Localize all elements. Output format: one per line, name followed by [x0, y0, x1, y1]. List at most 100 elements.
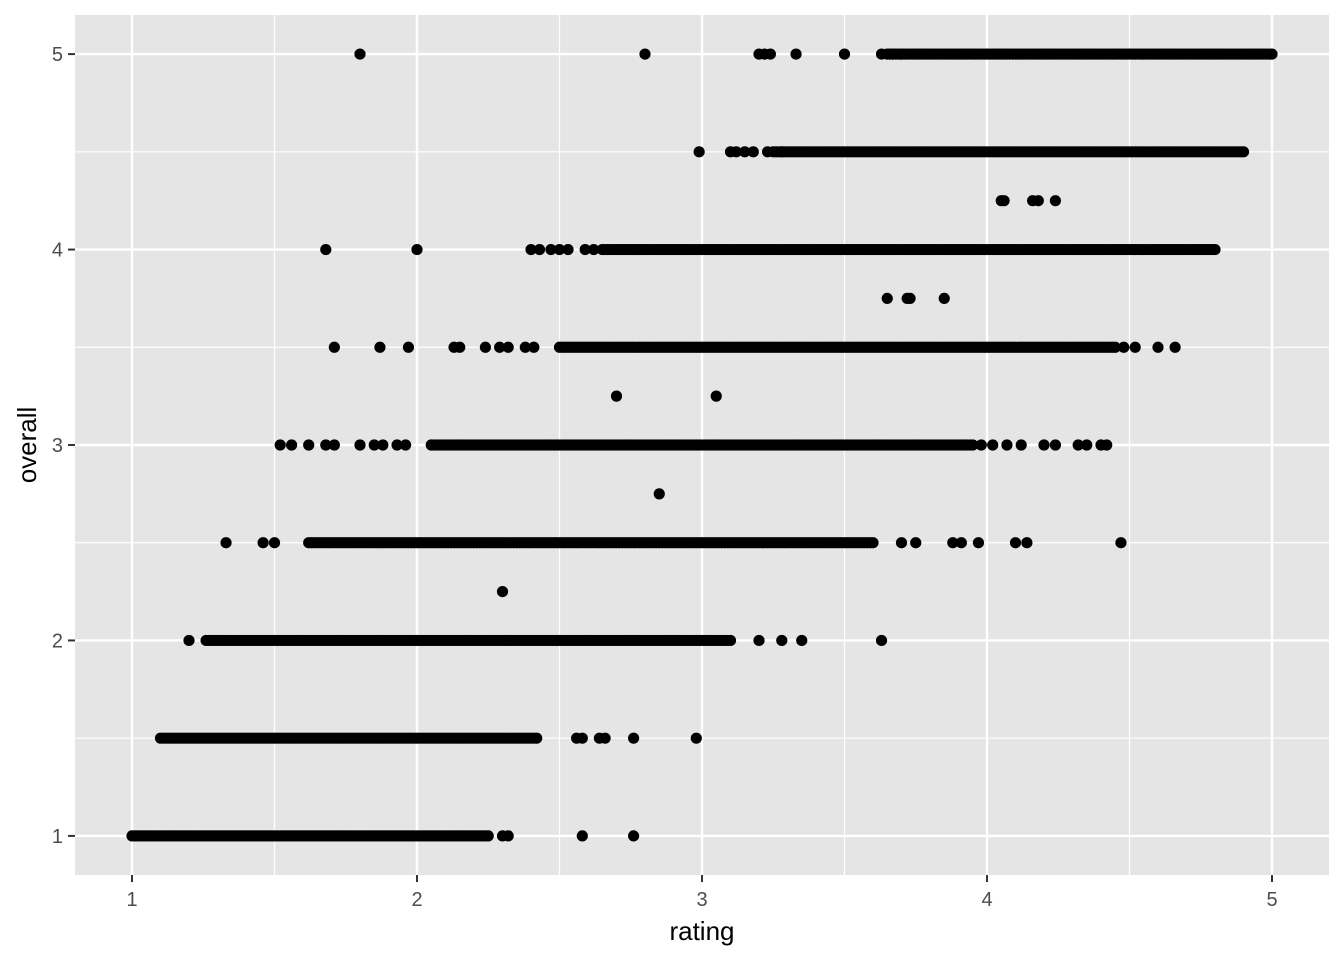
- data-point: [955, 537, 967, 549]
- x-tick-label: 4: [981, 889, 992, 911]
- y-tick-label: 3: [52, 435, 63, 457]
- data-point: [975, 439, 987, 451]
- data-point: [653, 488, 665, 500]
- data-point: [400, 439, 412, 451]
- data-point: [881, 292, 893, 305]
- x-tick-label: 1: [126, 889, 137, 911]
- y-tick-label: 5: [52, 44, 63, 66]
- data-point: [494, 341, 506, 353]
- data-point: [320, 243, 332, 256]
- data-point: [1237, 146, 1250, 158]
- data-point: [776, 634, 788, 647]
- data-point: [610, 390, 623, 402]
- data-point: [1081, 439, 1093, 451]
- data-point: [268, 537, 281, 549]
- data-point: [1209, 243, 1221, 256]
- data-point: [710, 390, 722, 402]
- data-point: [502, 341, 514, 353]
- data-point: [895, 48, 908, 60]
- data-point: [690, 732, 702, 744]
- data-point: [764, 48, 777, 60]
- data-point: [402, 341, 415, 353]
- data-point: [747, 146, 759, 158]
- data-point: [576, 830, 588, 842]
- data-point: [739, 146, 751, 158]
- data-point: [502, 830, 514, 842]
- data-point: [998, 195, 1010, 207]
- data-point: [257, 537, 269, 549]
- x-tick-label: 3: [696, 889, 707, 911]
- data-point: [1115, 537, 1127, 549]
- data-point: [533, 243, 546, 256]
- y-tick-label: 4: [52, 240, 63, 262]
- data-point: [599, 732, 611, 744]
- data-point: [867, 537, 879, 549]
- data-point: [1001, 439, 1013, 451]
- data-point: [910, 537, 922, 549]
- x-tick-label: 5: [1266, 889, 1277, 911]
- data-point: [904, 292, 916, 305]
- y-axis: 1 2 3 4 5: [52, 44, 75, 848]
- data-point: [391, 439, 403, 451]
- data-point: [576, 732, 588, 744]
- data-point: [1015, 439, 1027, 451]
- data-point: [354, 48, 366, 60]
- x-axis: 1 2 3 4 5: [126, 875, 1278, 911]
- data-point: [875, 48, 888, 60]
- data-point: [579, 243, 591, 256]
- data-point: [1266, 48, 1278, 60]
- data-point: [328, 439, 340, 451]
- data-point: [479, 341, 491, 353]
- data-point: [328, 341, 340, 353]
- data-point: [553, 243, 566, 256]
- data-point: [320, 439, 332, 451]
- y-tick-label: 1: [52, 826, 63, 848]
- data-point: [411, 243, 423, 256]
- y-tick-label: 2: [52, 630, 63, 652]
- data-point: [519, 341, 531, 353]
- data-point: [1109, 341, 1121, 353]
- data-point: [987, 439, 999, 451]
- data-point: [628, 830, 640, 842]
- data-point: [730, 146, 742, 158]
- data-point: [895, 537, 908, 549]
- data-point: [693, 146, 705, 158]
- data-point: [938, 292, 950, 305]
- data-point: [887, 48, 899, 60]
- data-point: [482, 830, 494, 842]
- data-point: [1049, 195, 1061, 207]
- data-point: [303, 439, 315, 451]
- data-point: [972, 537, 985, 549]
- data-point: [496, 585, 509, 598]
- data-point: [628, 732, 640, 744]
- data-point: [967, 439, 979, 451]
- data-point: [528, 341, 540, 353]
- data-point: [183, 634, 195, 647]
- data-point: [1038, 439, 1050, 451]
- x-axis-title: rating: [669, 916, 734, 946]
- data-point: [588, 243, 600, 256]
- data-point: [545, 243, 557, 256]
- data-point: [220, 537, 232, 549]
- data-point: [274, 439, 286, 451]
- data-point: [374, 341, 386, 353]
- data-point: [1129, 341, 1141, 353]
- data-point: [1169, 341, 1181, 353]
- data-point: [1009, 537, 1022, 549]
- data-point: [562, 243, 574, 256]
- data-point: [1101, 439, 1113, 451]
- data-point: [1118, 341, 1130, 353]
- data-point: [724, 634, 737, 647]
- data-point: [1072, 439, 1084, 451]
- data-point: [1049, 439, 1061, 451]
- data-point: [354, 439, 366, 451]
- data-point: [838, 48, 851, 60]
- data-point: [1021, 537, 1033, 549]
- data-point: [525, 243, 537, 256]
- data-point: [947, 537, 959, 549]
- y-axis-title: overall: [12, 407, 42, 484]
- x-tick-label: 2: [411, 889, 422, 911]
- data-point: [454, 341, 466, 353]
